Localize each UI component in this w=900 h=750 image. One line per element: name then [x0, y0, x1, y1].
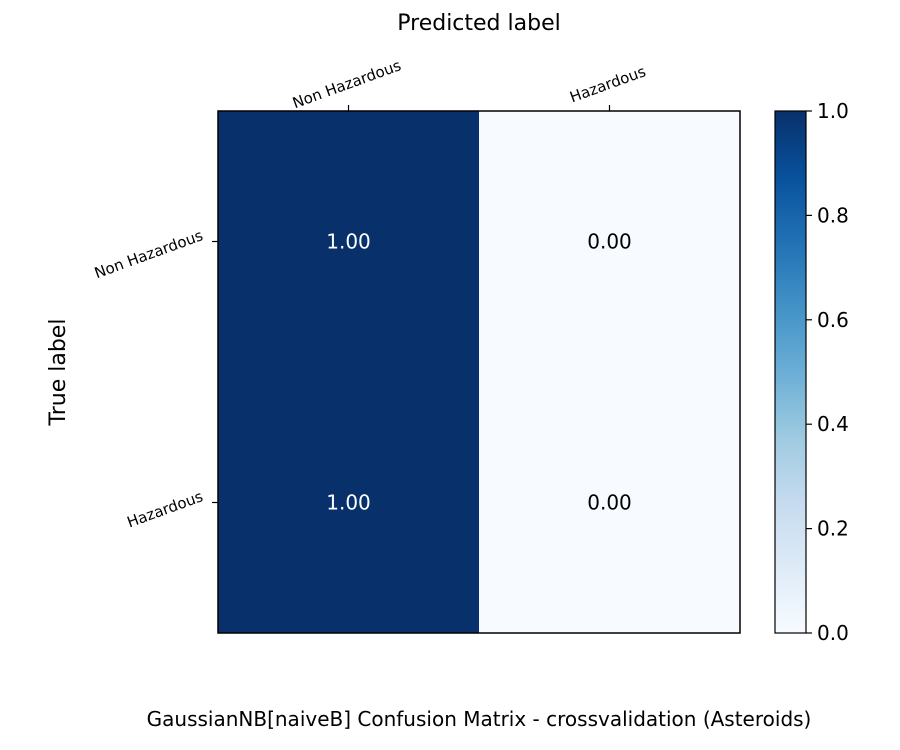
heatmap-cell [218, 372, 479, 633]
colorbar-ticks: 0.0 0.2 0.4 0.6 0.8 1.0 [806, 99, 849, 645]
y-axis-title: True label [46, 319, 71, 427]
heatmap-cell [479, 111, 740, 372]
x-axis-title: Predicted label [397, 11, 560, 36]
cell-value-label: 0.00 [587, 491, 632, 515]
cell-value-label: 1.00 [326, 230, 371, 254]
heatmap-cells [218, 111, 740, 633]
colorbar-tick-label: 0.0 [817, 621, 849, 645]
colorbar [774, 110, 807, 634]
x-axis-ticks: Non Hazardous Hazardous [290, 56, 648, 112]
cell-value-label: 1.00 [326, 491, 371, 515]
plot-frame [217, 110, 741, 634]
y-tick-label: Hazardous [125, 487, 206, 531]
colorbar-tick-label: 0.2 [817, 517, 849, 541]
colorbar-tick-label: 0.4 [817, 412, 849, 436]
chart-title: GaussianNB[naiveB] Confusion Matrix - cr… [147, 707, 812, 731]
x-tick-label: Hazardous [567, 62, 648, 106]
heatmap-cell [218, 111, 479, 372]
x-tick-label: Non Hazardous [290, 56, 404, 112]
cell-value-label: 0.00 [587, 230, 632, 254]
colorbar-tick-label: 0.6 [817, 308, 849, 332]
heatmap-cell-labels: 1.00 0.00 1.00 0.00 [326, 230, 632, 515]
y-axis-ticks: Non Hazardous Hazardous [92, 226, 218, 531]
colorbar-tick-label: 0.8 [817, 203, 849, 227]
heatmap-cell [479, 372, 740, 633]
colorbar-tick-label: 1.0 [817, 99, 849, 123]
y-tick-label: Non Hazardous [92, 226, 206, 282]
